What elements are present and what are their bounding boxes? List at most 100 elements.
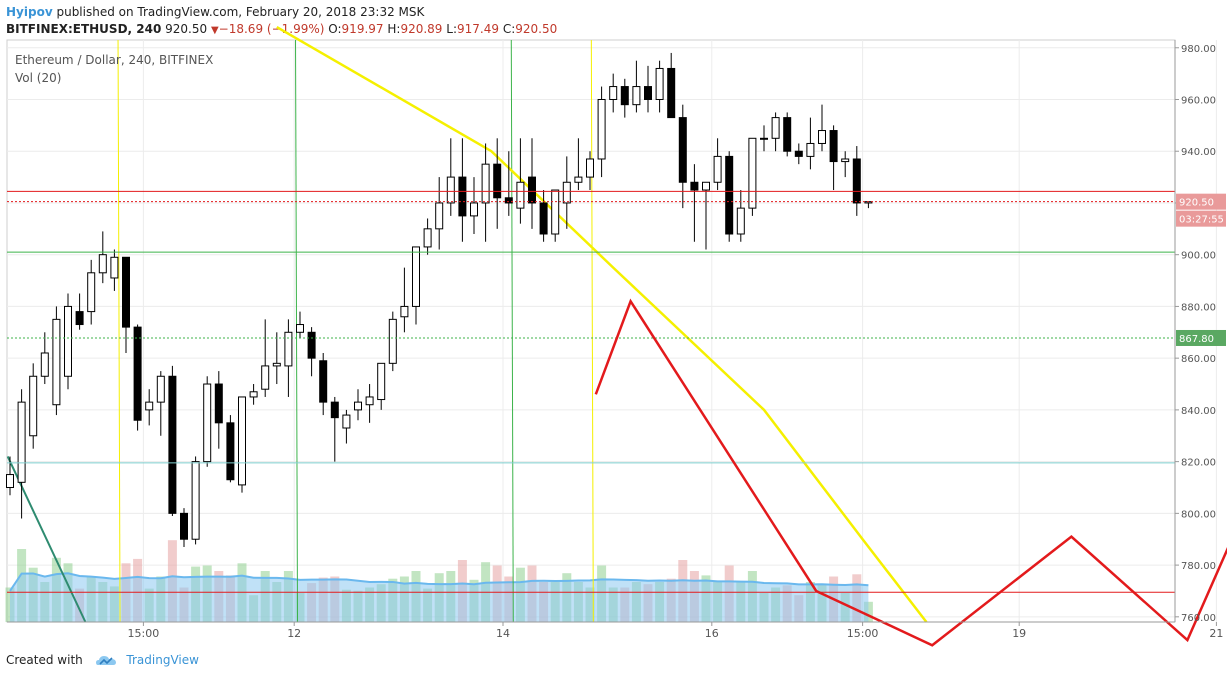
candle-body <box>423 228 432 248</box>
y-tick-label: 760.00 <box>1181 613 1216 624</box>
chart-grid <box>6 39 1217 623</box>
candle-body <box>516 181 525 209</box>
y-tick-label: 960.00 <box>1181 95 1216 106</box>
high-label: H: <box>387 22 401 36</box>
candle-body <box>342 414 351 429</box>
candle-body <box>296 324 304 333</box>
legend-volume: Vol (20) <box>15 71 61 85</box>
tradingview-cloud-icon <box>95 655 116 665</box>
candle-body <box>87 272 96 313</box>
y-tick-label: 980.00 <box>1181 44 1216 55</box>
candle-body <box>64 305 72 377</box>
legend-title: Ethereum / Dollar, 240, BITFINEX <box>15 53 213 67</box>
candle-body <box>319 360 328 403</box>
candle-body <box>597 98 606 160</box>
candle-body <box>249 391 258 398</box>
y-tick-label: 900.00 <box>1181 251 1216 262</box>
candle-body <box>539 202 548 235</box>
candle-body <box>98 254 107 274</box>
candle-body <box>388 318 397 364</box>
candle-body <box>551 189 560 235</box>
candle-body <box>470 202 478 217</box>
candle-body <box>6 474 14 488</box>
candle-body <box>493 163 502 199</box>
candle-body <box>504 197 513 204</box>
level-price-badge: 867.80 <box>1179 334 1214 345</box>
vertical-marker-line <box>510 39 514 623</box>
candle-body <box>667 67 676 119</box>
candle-body <box>713 155 722 183</box>
x-tick-label: 15:00 <box>847 627 879 640</box>
level-price-badge-bg <box>1176 329 1226 346</box>
candle-body <box>412 246 420 307</box>
candle-body <box>226 422 235 481</box>
candle-body <box>574 176 583 183</box>
candle-body <box>261 365 270 390</box>
candle-body <box>238 396 246 486</box>
candle-body <box>620 86 629 106</box>
candle-body <box>829 130 838 163</box>
candle-body <box>609 86 618 100</box>
candle-body <box>122 256 130 328</box>
candle-body <box>400 305 409 318</box>
yellow-trend-curve <box>276 25 928 623</box>
candle-body <box>771 117 780 139</box>
candle-body <box>330 401 339 419</box>
candle-body <box>40 352 49 377</box>
axes-layer: 980.00960.00940.00920.00900.00880.00860.… <box>7 40 1226 640</box>
x-tick-label: 15:00 <box>128 627 160 640</box>
red-zigzag-projection <box>594 298 1227 647</box>
candle-body <box>17 401 26 483</box>
candle-body <box>180 512 188 540</box>
volume-ma-line <box>9 572 869 592</box>
candle-body <box>284 331 293 367</box>
x-tick-label: 14 <box>496 627 510 640</box>
low-value: 917.49 <box>457 22 500 36</box>
high-value: 920.89 <box>400 22 443 36</box>
close-label: C: <box>502 22 516 36</box>
candles-layer <box>6 52 873 547</box>
open-label: O: <box>328 22 342 36</box>
y-tick-label: 820.00 <box>1181 458 1216 469</box>
x-tick-label: 12 <box>287 627 301 640</box>
open-value: 919.97 <box>341 22 384 36</box>
published-text: published on TradingView.com, February 2… <box>56 5 425 19</box>
candle-body <box>760 137 768 140</box>
down-triangle-icon: ▼ <box>210 25 219 36</box>
publish-info: Hyipov published on TradingView.com, Feb… <box>6 4 424 20</box>
plot-frame <box>6 39 1176 623</box>
candle-body <box>191 461 200 540</box>
candle-body <box>307 331 316 359</box>
countdown-badge-bg <box>1176 210 1226 227</box>
close-value: 920.50 <box>515 22 558 36</box>
y-tick-label: 860.00 <box>1181 354 1216 365</box>
volume-layer <box>5 540 873 622</box>
candle-body <box>794 150 803 157</box>
candle-body <box>702 181 710 191</box>
y-tick-label: 800.00 <box>1181 509 1216 520</box>
low-label: L: <box>446 22 458 36</box>
vertical-marker-line <box>590 39 594 623</box>
candle-body <box>481 163 490 204</box>
tradingview-link[interactable]: TradingView <box>126 653 199 667</box>
x-tick-label: 19 <box>1012 627 1026 640</box>
candle-body <box>52 318 61 406</box>
candle-body <box>690 181 699 191</box>
candle-body <box>644 86 652 100</box>
candle-body <box>818 130 826 144</box>
candle-body <box>632 86 641 106</box>
candle-body <box>841 158 850 163</box>
footer: Created with TradingView <box>6 652 199 668</box>
candle-body <box>435 202 444 230</box>
candle-body <box>458 176 467 217</box>
y-tick-label: 780.00 <box>1181 561 1216 572</box>
candle-body <box>852 158 861 204</box>
author-name[interactable]: Hyipov <box>6 5 53 19</box>
y-tick-label: 840.00 <box>1181 406 1216 417</box>
x-tick-label: 21 <box>1209 627 1223 640</box>
candle-body <box>354 401 362 411</box>
created-with-label: Created with <box>6 653 83 667</box>
x-tick-label: 16 <box>705 627 719 640</box>
candle-body <box>214 383 223 424</box>
